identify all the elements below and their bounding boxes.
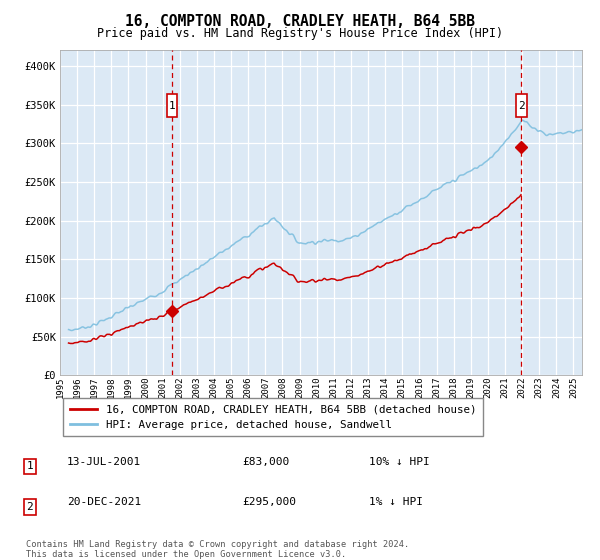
Text: 20-DEC-2021: 20-DEC-2021: [67, 497, 141, 507]
Text: 2: 2: [26, 502, 33, 512]
Text: 1% ↓ HPI: 1% ↓ HPI: [369, 497, 423, 507]
FancyBboxPatch shape: [517, 94, 527, 117]
Text: £83,000: £83,000: [242, 457, 290, 467]
Text: 1: 1: [26, 461, 33, 472]
FancyBboxPatch shape: [167, 94, 177, 117]
Text: Price paid vs. HM Land Registry's House Price Index (HPI): Price paid vs. HM Land Registry's House …: [97, 27, 503, 40]
Legend: 16, COMPTON ROAD, CRADLEY HEATH, B64 5BB (detached house), HPI: Average price, d: 16, COMPTON ROAD, CRADLEY HEATH, B64 5BB…: [64, 398, 483, 436]
Text: 16, COMPTON ROAD, CRADLEY HEATH, B64 5BB: 16, COMPTON ROAD, CRADLEY HEATH, B64 5BB: [125, 14, 475, 29]
Text: 13-JUL-2001: 13-JUL-2001: [67, 457, 141, 467]
Text: 1: 1: [169, 101, 175, 111]
Text: Contains HM Land Registry data © Crown copyright and database right 2024.
This d: Contains HM Land Registry data © Crown c…: [26, 540, 410, 559]
Text: 2: 2: [518, 101, 525, 111]
Text: 10% ↓ HPI: 10% ↓ HPI: [369, 457, 430, 467]
Text: £295,000: £295,000: [242, 497, 296, 507]
